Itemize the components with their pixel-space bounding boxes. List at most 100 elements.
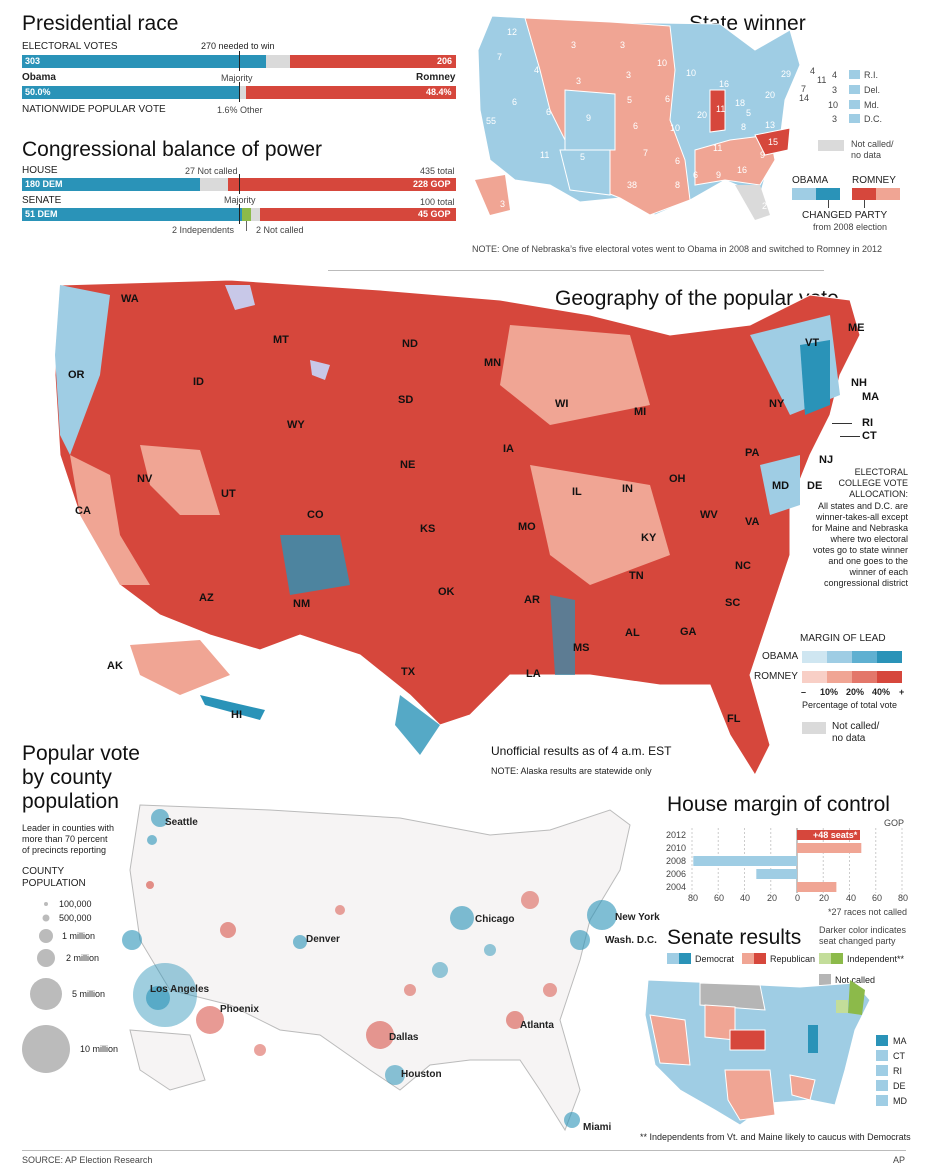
not-called-label: 2 Not called	[256, 225, 304, 235]
hm-bar-2010	[797, 843, 862, 853]
senate-footnote: ** Independents from Vt. and Maine likel…	[640, 1132, 911, 1142]
senate-notcalled-bar	[251, 208, 260, 221]
sw-nd-num: 3	[620, 40, 626, 50]
ne-num-3: 14	[799, 93, 810, 103]
sw-ne-num: 5	[627, 95, 633, 105]
romney-ev-value: 206	[437, 56, 453, 66]
romney-pop-bar	[246, 86, 456, 99]
geo-state-de: DE	[807, 480, 823, 492]
geo-notcalled-label: Not called/	[832, 721, 880, 732]
sen-de-label: DE	[893, 1081, 906, 1091]
ec-text: All states and D.C. are winner-takes-all…	[811, 501, 908, 588]
needed-to-win-label: 270 needed to win	[201, 41, 275, 51]
geo-state-ga: GA	[680, 626, 697, 638]
geo-state-oh: OH	[669, 473, 686, 485]
pop-majority-line	[239, 82, 240, 102]
changed-from-label: from 2008 election	[813, 222, 888, 232]
scale-1: 10%	[820, 687, 839, 697]
size-1m: 1 million	[62, 931, 96, 941]
house-total-label: 435 total	[420, 166, 455, 176]
hm-bar-2012	[797, 830, 860, 840]
presidential-title: Presidential race	[22, 12, 179, 35]
sen-ri-swatch	[876, 1065, 888, 1076]
electoral-votes-label: ELECTORAL VOTES	[22, 41, 118, 52]
md-num: 10	[828, 100, 839, 110]
de-name: Del.	[864, 85, 881, 95]
hm-year-label: 2010	[666, 843, 686, 853]
ri-name: R.I.	[864, 70, 879, 80]
county-title-2: by county	[22, 766, 112, 789]
margin-title: MARGIN OF LEAD	[800, 633, 886, 644]
sw-romney-light	[876, 188, 900, 200]
geo-state-ky: KY	[641, 532, 657, 544]
geo-state-vt: VT	[805, 337, 820, 349]
sen-nc-swatch	[819, 974, 831, 985]
independents-label: 2 Independents	[172, 225, 235, 235]
sw-obama-label: OBAMA	[792, 175, 829, 186]
pct-label: Percentage of total vote	[802, 700, 898, 710]
geo-state-co: CO	[307, 509, 324, 521]
county-population-map	[122, 804, 631, 1132]
hm-axis-5: 20	[819, 893, 830, 903]
size-10m: 10 million	[80, 1044, 119, 1054]
geo-state-mn: MN	[484, 357, 502, 369]
geo-state-tx: TX	[401, 666, 416, 678]
city-chicago: Chicago	[475, 914, 515, 925]
senate-label: SENATE	[22, 195, 62, 206]
ev-majority-line	[239, 51, 240, 71]
sen-rep-light	[742, 953, 754, 964]
senate-note-1: Darker color indicates	[819, 925, 907, 935]
obama-scale-1	[802, 651, 827, 663]
obama-pop-value: 50.0%	[25, 87, 51, 97]
sw-notcalled-label: Not called/	[851, 139, 894, 149]
sw-al-num: 9	[716, 170, 722, 180]
sw-me-num: 4	[807, 38, 813, 48]
congress-title: Congressional balance of power	[22, 138, 323, 161]
sw-wi-num: 10	[686, 68, 697, 78]
sen-ri-label: RI	[893, 1066, 902, 1076]
geo-state-al: AL	[625, 627, 640, 639]
sw-nodata-label: no data	[851, 150, 882, 160]
scale-4: +	[899, 687, 905, 697]
geo-state-md: MD	[772, 480, 790, 492]
size-100k: 100,000	[59, 899, 92, 909]
hm-year-label: 2012	[666, 830, 686, 840]
pop-label-1: COUNTY	[22, 866, 65, 877]
geo-state-ma: MA	[862, 391, 880, 403]
sw-ok-num: 7	[643, 148, 649, 158]
romney-ev-bar	[290, 55, 456, 68]
hm-axis-1: 60	[714, 893, 725, 903]
margin-obama-label: OBAMA	[762, 651, 799, 662]
city-new-york: New York	[615, 912, 660, 923]
footer-rule	[22, 1150, 906, 1151]
de-num: 3	[832, 85, 838, 95]
ri-swatch	[849, 70, 860, 79]
sen-rep-label: Republican	[770, 954, 816, 964]
senate-note-2: seat changed party	[819, 936, 896, 946]
sen-md-label: MD	[893, 1096, 907, 1106]
state-winner-map	[475, 15, 801, 220]
md-swatch	[849, 100, 860, 109]
sw-ga-num: 16	[737, 165, 748, 175]
hm-year-label: 2006	[666, 869, 686, 879]
city-seattle: Seattle	[165, 817, 198, 828]
geo-state-ks: KS	[420, 523, 436, 535]
sw-nv-num: 6	[512, 97, 518, 107]
sw-ak-num: 3	[500, 199, 506, 209]
hm-gop-label: GOP	[884, 818, 905, 828]
house-margin-chart: 2012 +48 seats* 2010 2008 2006 2004	[666, 828, 903, 893]
obama-ev-bar	[22, 55, 266, 68]
obama-name: Obama	[22, 72, 56, 83]
size-2m: 2 million	[66, 953, 100, 963]
other-pop-bar	[239, 86, 246, 99]
senate-majority-line	[239, 204, 240, 224]
dc-swatch	[849, 114, 860, 123]
footer-ap: AP	[893, 1155, 906, 1163]
sw-fl-num: 29	[762, 201, 773, 211]
senate-results-map	[644, 979, 871, 1126]
hm-bar-2004	[797, 882, 837, 892]
geo-state-ok: OK	[438, 586, 455, 598]
geo-state-fl: FL	[727, 713, 741, 725]
geo-state-hi: HI	[231, 709, 242, 721]
sw-mn-num: 10	[657, 58, 668, 68]
